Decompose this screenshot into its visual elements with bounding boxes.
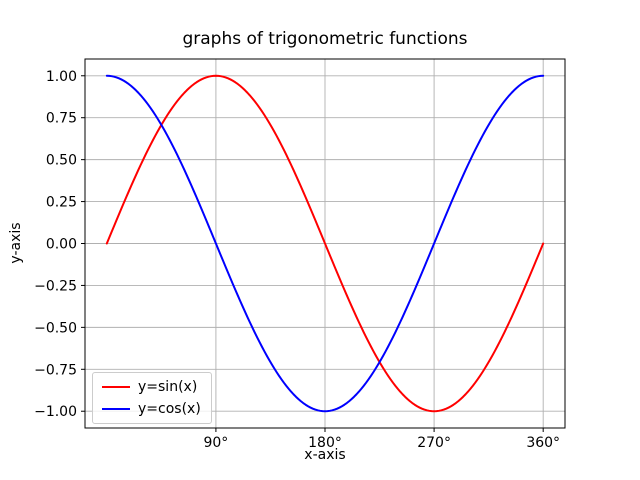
- legend: y=sin(x) y=cos(x): [92, 372, 212, 424]
- x-tick-label: 90°: [203, 435, 228, 451]
- x-tick-label: 360°: [526, 435, 560, 451]
- y-tick-label: 0.50: [46, 153, 77, 169]
- x-axis-label: x-axis: [304, 447, 346, 463]
- y-tick-label: 0.00: [46, 237, 77, 253]
- chart-title: graphs of trigonometric functions: [182, 29, 468, 49]
- legend-item-cos: y=cos(x): [102, 401, 201, 417]
- y-tick-label: −1.00: [34, 404, 77, 420]
- cos-legend-swatch: [102, 408, 130, 410]
- y-tick-label: 1.00: [46, 69, 77, 85]
- y-tick-label: −0.75: [34, 362, 77, 378]
- legend-item-sin: y=sin(x): [102, 379, 201, 395]
- y-tick-label: −0.25: [34, 278, 77, 294]
- sin-legend-label: y=sin(x): [138, 379, 198, 395]
- sin-curve: [105, 74, 545, 413]
- y-tick-label: 0.75: [46, 111, 77, 127]
- x-tick-label: 270°: [417, 435, 451, 451]
- sin-legend-swatch: [102, 386, 130, 388]
- y-tick-label: −0.50: [34, 320, 77, 336]
- cos-legend-label: y=cos(x): [138, 401, 201, 417]
- x-tick-label: 180°: [308, 435, 342, 451]
- y-tick-label: 0.25: [46, 195, 77, 211]
- y-axis-label: y-axis: [8, 222, 24, 264]
- cos-curve: [105, 74, 545, 413]
